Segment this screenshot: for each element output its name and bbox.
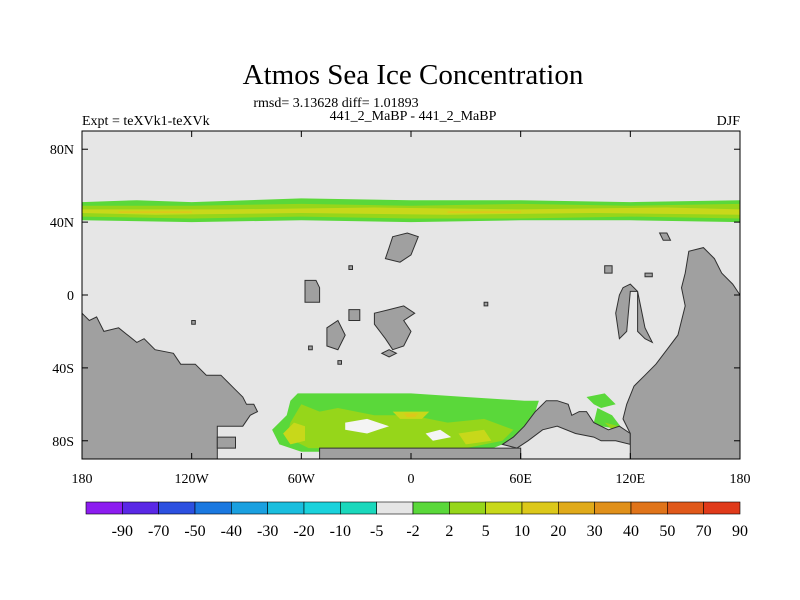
open-water-patch: [345, 418, 390, 434]
colorbar-label: -50: [184, 523, 205, 540]
land-mass: [501, 400, 631, 449]
colorbar-swatch: [449, 501, 486, 515]
map-area: [82, 131, 740, 459]
land-mass: [348, 309, 361, 321]
colorbar-swatch: [521, 501, 559, 515]
colorbar-label: 2: [445, 523, 453, 540]
land-mass: [615, 283, 654, 344]
colorbar-swatch: [122, 501, 159, 515]
open-water-layer: [345, 418, 452, 441]
colorbar-label: -2: [406, 523, 419, 540]
land-mass: [326, 319, 346, 351]
colorbar-label: 50: [659, 523, 675, 540]
chart-title: Atmos Sea Ice Concentration: [243, 59, 584, 91]
land-mass: [82, 312, 259, 459]
land-layer: [82, 232, 740, 459]
colorbar-swatch: [340, 501, 377, 515]
x-tick-label: 60W: [288, 472, 316, 487]
x-tick-label: 60E: [509, 472, 532, 487]
ice-patch: [447, 211, 521, 213]
land-mass: [380, 349, 398, 358]
y-tick-label: 80S: [52, 435, 74, 450]
colorbar-label: 40: [623, 523, 639, 540]
ice-patch: [118, 211, 192, 213]
colorbar-swatch: [231, 501, 268, 515]
colorbar-label: -90: [112, 523, 133, 540]
colorbar-swatch: [630, 501, 668, 515]
land-mass: [319, 447, 522, 459]
ice-patch: [283, 422, 305, 445]
land-mass: [483, 301, 489, 307]
colorbar-swatch: [194, 501, 232, 515]
experiment-label: Expt = teXVk1-teXVk: [82, 114, 210, 129]
land-mass: [337, 360, 342, 365]
x-tick-label: 180: [72, 472, 93, 487]
colorbar-swatch: [485, 501, 523, 515]
colorbar-label: 10: [514, 523, 530, 540]
colorbar-swatch: [703, 501, 741, 515]
ice-patch: [403, 413, 419, 418]
y-tick-label: 80N: [50, 143, 74, 158]
ice-patch: [593, 408, 623, 430]
land-mass: [644, 272, 653, 278]
land-mass: [308, 345, 313, 351]
colorbar-swatch: [85, 501, 123, 515]
x-tick-label: 120W: [175, 472, 210, 487]
land-mass: [216, 436, 236, 449]
stats-label: rmsd= 3.13628 diff= 1.01893: [253, 96, 418, 111]
open-water-patch: [425, 429, 452, 441]
land-mass: [348, 265, 353, 270]
season-label: DJF: [717, 114, 741, 129]
y-tick-label: 40S: [52, 362, 74, 377]
colorbar-label: -20: [293, 523, 314, 540]
colorbar-label: 5: [482, 523, 490, 540]
colorbar-label: -10: [330, 523, 351, 540]
colorbar-label: -40: [221, 523, 242, 540]
y-tick-label: 0: [67, 289, 74, 304]
ice-patch: [458, 429, 492, 445]
land-mass: [604, 265, 613, 274]
colorbar-label: -70: [148, 523, 169, 540]
x-tick-label: 0: [408, 472, 415, 487]
land-mass: [658, 232, 672, 241]
colorbar-label: 20: [550, 523, 566, 540]
y-tick-label: 40N: [50, 216, 74, 231]
x-tick-label: 120E: [616, 472, 646, 487]
land-mass: [373, 305, 416, 351]
colorbar-swatch: [558, 501, 595, 515]
ice-patch: [586, 393, 616, 408]
x-tick-label: 180: [730, 472, 751, 487]
colorbar-label: -30: [257, 523, 278, 540]
colorbar-swatch: [667, 501, 704, 515]
ice-layer: [82, 198, 740, 452]
ice-patch: [286, 404, 514, 449]
colorbar: -90 -70 -50 -40 -30 -20 -10 -5 -2 2 5 10 20 30 40 50 70 9…: [85, 501, 748, 540]
colorbar-label: 70: [696, 523, 712, 540]
colorbar-swatch: [303, 501, 341, 515]
land-mass: [304, 279, 321, 303]
ice-patch: [82, 207, 740, 215]
land-mass: [191, 320, 196, 325]
colorbar-swatch: [158, 501, 196, 515]
colorbar-swatch: [594, 501, 632, 515]
axes-layer: 180 120W 60W 0 60E 120E 180 80N 40N 0 40S 80S: [50, 131, 751, 487]
colorbar-swatch: [376, 501, 414, 515]
colorbar-label: 30: [587, 523, 603, 540]
land-mass: [384, 232, 419, 263]
colorbar-swatch: [267, 501, 305, 515]
run-label: 441_2_MaBP - 441_2_MaBP: [330, 109, 497, 124]
colorbar-label: 90: [732, 523, 748, 540]
colorbar-label: -5: [370, 523, 383, 540]
land-mass: [622, 247, 740, 459]
colorbar-swatch: [412, 501, 450, 515]
